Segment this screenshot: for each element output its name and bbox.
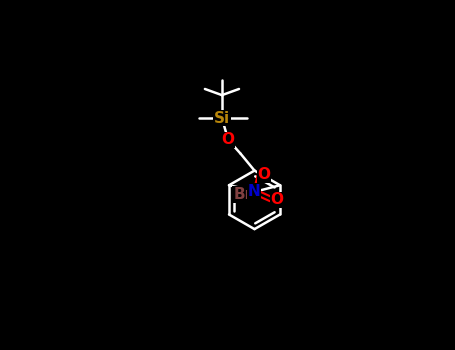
Text: N: N [248,184,260,199]
Text: Si: Si [214,111,230,126]
Text: Br: Br [233,187,253,202]
Text: O: O [258,167,270,182]
Text: O: O [271,193,283,207]
Text: O: O [222,132,235,147]
